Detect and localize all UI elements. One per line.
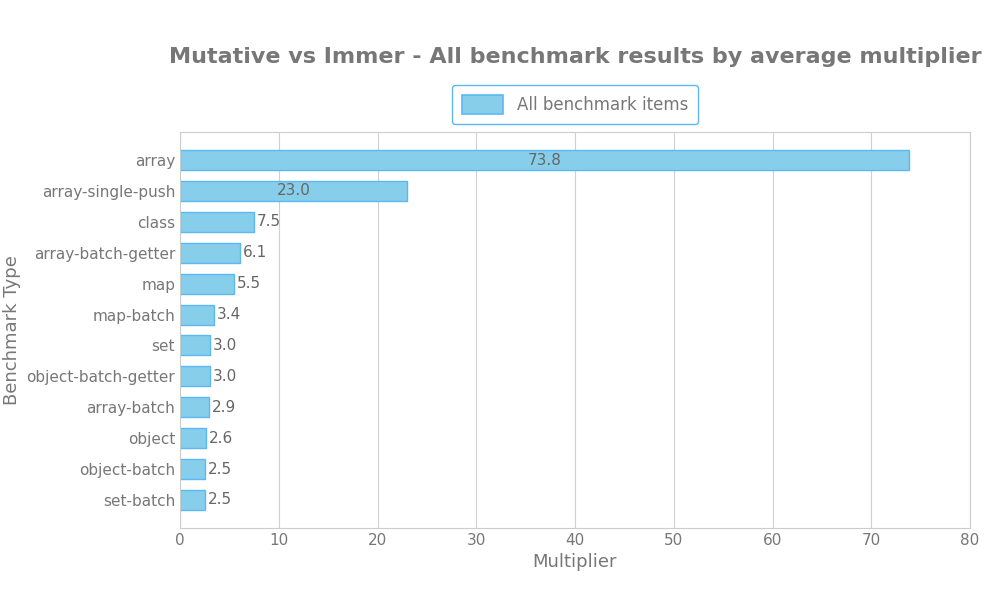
Legend: All benchmark items: All benchmark items [452,85,698,124]
Bar [180,490,205,510]
Bar [180,367,210,386]
Bar [180,459,205,479]
Bar [180,212,254,232]
Text: 6.1: 6.1 [243,245,267,260]
Bar [180,305,214,325]
Title: Mutative vs Immer - All benchmark results by average multiplier: Mutative vs Immer - All benchmark result… [169,47,981,67]
Bar [180,397,209,417]
Text: 3.4: 3.4 [217,307,241,322]
Bar [180,274,234,293]
Bar [180,150,909,170]
Text: 7.5: 7.5 [257,214,281,229]
Text: 2.5: 2.5 [208,493,232,508]
Text: 2.6: 2.6 [209,431,233,446]
Bar [180,335,210,355]
Text: 73.8: 73.8 [527,152,561,167]
Text: 2.9: 2.9 [212,400,236,415]
Bar [180,243,240,263]
Bar [180,428,206,448]
Text: 5.5: 5.5 [237,276,261,291]
Text: 3.0: 3.0 [213,338,237,353]
Text: 23.0: 23.0 [277,184,310,199]
Text: 2.5: 2.5 [208,461,232,476]
Y-axis label: Benchmark Type: Benchmark Type [3,255,21,405]
X-axis label: Multiplier: Multiplier [533,553,617,571]
Text: 3.0: 3.0 [213,369,237,384]
Bar [180,181,407,201]
